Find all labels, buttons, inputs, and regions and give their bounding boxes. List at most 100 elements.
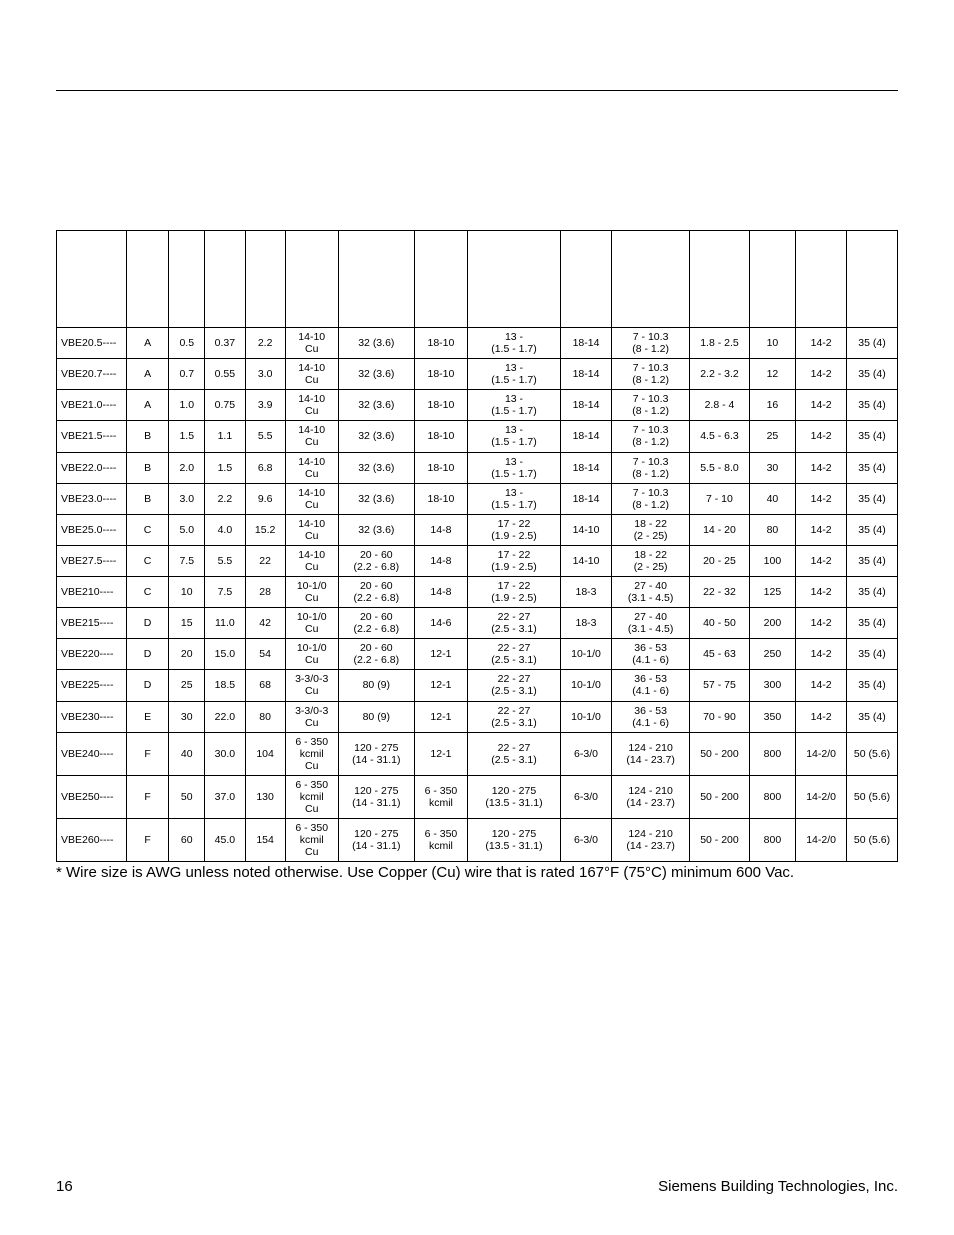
col-header [796,231,847,328]
table-cell: 3-3/0-3Cu [285,701,338,732]
table-cell: 27 - 40(3.1 - 4.5) [611,577,689,608]
table-cell: 9.6 [245,483,285,514]
table-cell: 36 - 53(4.1 - 6) [611,670,689,701]
table-cell: 14-2 [796,328,847,359]
table-cell: VBE260---- [57,819,127,862]
table-cell: 6 - 350kcmilCu [285,732,338,775]
table-cell: 50 [169,775,205,818]
table-cell: A [126,390,168,421]
table-cell: 28 [245,577,285,608]
table-cell: VBE250---- [57,775,127,818]
table-row: VBE220----D2015.05410-1/0Cu20 - 60(2.2 -… [57,639,898,670]
table-cell: 0.7 [169,359,205,390]
table-cell: 50 (5.6) [847,775,898,818]
table-cell: 22.0 [205,701,245,732]
table-cell: 35 (4) [847,608,898,639]
table-cell: 13 -(1.5 - 1.7) [467,328,560,359]
page-number: 16 [56,1178,73,1195]
table-cell: 14-10Cu [285,359,338,390]
table-cell: 14-2/0 [796,732,847,775]
table-cell: 50 - 200 [690,819,749,862]
table-cell: 7 - 10 [690,483,749,514]
table-cell: VBE25.0---- [57,514,127,545]
table-cell: 14-8 [414,545,467,576]
table-cell: 50 - 200 [690,775,749,818]
table-cell: 104 [245,732,285,775]
table-cell: 22 [245,545,285,576]
table-cell: 18.5 [205,670,245,701]
table-row: VBE260----F6045.01546 - 350kcmilCu120 - … [57,819,898,862]
content-area: VBE20.5----A0.50.372.214-10Cu32 (3.6)18-… [56,230,898,883]
table-cell: 32 (3.6) [338,514,414,545]
table-cell: 1.8 - 2.5 [690,328,749,359]
table-cell: 800 [749,732,796,775]
table-cell: 20 - 60(2.2 - 6.8) [338,545,414,576]
company-name: Siemens Building Technologies, Inc. [658,1178,898,1195]
table-cell: 10-1/0Cu [285,577,338,608]
table-cell: 18-14 [561,328,612,359]
table-cell: 7.5 [205,577,245,608]
table-cell: 14-2 [796,577,847,608]
table-cell: 36 - 53(4.1 - 6) [611,639,689,670]
table-cell: 35 (4) [847,452,898,483]
table-row: VBE22.0----B2.01.56.814-10Cu32 (3.6)18-1… [57,452,898,483]
table-cell: 20 - 60(2.2 - 6.8) [338,608,414,639]
table-cell: 32 (3.6) [338,421,414,452]
table-cell: C [126,577,168,608]
table-cell: 6 - 350kcmilCu [285,775,338,818]
table-cell: 2.2 [205,483,245,514]
col-header [749,231,796,328]
table-cell: 120 - 275(14 - 31.1) [338,775,414,818]
table-cell: 14-8 [414,514,467,545]
table-cell: 2.0 [169,452,205,483]
table-cell: B [126,483,168,514]
table-cell: 7 - 10.3(8 - 1.2) [611,359,689,390]
table-cell: 13 -(1.5 - 1.7) [467,421,560,452]
table-cell: 120 - 275(14 - 31.1) [338,732,414,775]
table-cell: 35 (4) [847,701,898,732]
table-header-row [57,231,898,328]
table-cell: 0.55 [205,359,245,390]
table-cell: B [126,452,168,483]
table-cell: 14-6 [414,608,467,639]
col-header [57,231,127,328]
table-cell: 40 [749,483,796,514]
table-cell: 14-10 [561,545,612,576]
table-cell: 22 - 27(2.5 - 3.1) [467,701,560,732]
table-cell: 6 - 350kcmilCu [285,819,338,862]
table-cell: 1.1 [205,421,245,452]
table-cell: 14-10 [561,514,612,545]
table-cell: 35 (4) [847,545,898,576]
table-cell: 22 - 27(2.5 - 3.1) [467,639,560,670]
table-cell: 14-10Cu [285,545,338,576]
table-cell: 13 -(1.5 - 1.7) [467,359,560,390]
table-cell: 2.8 - 4 [690,390,749,421]
header-rule [56,90,898,91]
table-cell: 25 [749,421,796,452]
table-cell: 18-10 [414,328,467,359]
col-header [338,231,414,328]
table-cell: 7 - 10.3(8 - 1.2) [611,421,689,452]
table-cell: 18-10 [414,421,467,452]
table-cell: 14-10Cu [285,514,338,545]
table-cell: 50 - 200 [690,732,749,775]
table-cell: 35 (4) [847,328,898,359]
table-row: VBE25.0----C5.04.015.214-10Cu32 (3.6)14-… [57,514,898,545]
table-cell: 13 -(1.5 - 1.7) [467,390,560,421]
table-cell: VBE210---- [57,577,127,608]
table-cell: 18-14 [561,359,612,390]
table-cell: 12 [749,359,796,390]
table-cell: F [126,775,168,818]
table-cell: 54 [245,639,285,670]
table-cell: 70 - 90 [690,701,749,732]
table-cell: 5.5 [245,421,285,452]
table-cell: 350 [749,701,796,732]
table-cell: D [126,639,168,670]
col-header [414,231,467,328]
table-cell: 35 (4) [847,639,898,670]
table-cell: 7 - 10.3(8 - 1.2) [611,483,689,514]
table-cell: 120 - 275(14 - 31.1) [338,819,414,862]
table-cell: 14-2 [796,359,847,390]
table-cell: 35 (4) [847,483,898,514]
table-cell: 5.0 [169,514,205,545]
